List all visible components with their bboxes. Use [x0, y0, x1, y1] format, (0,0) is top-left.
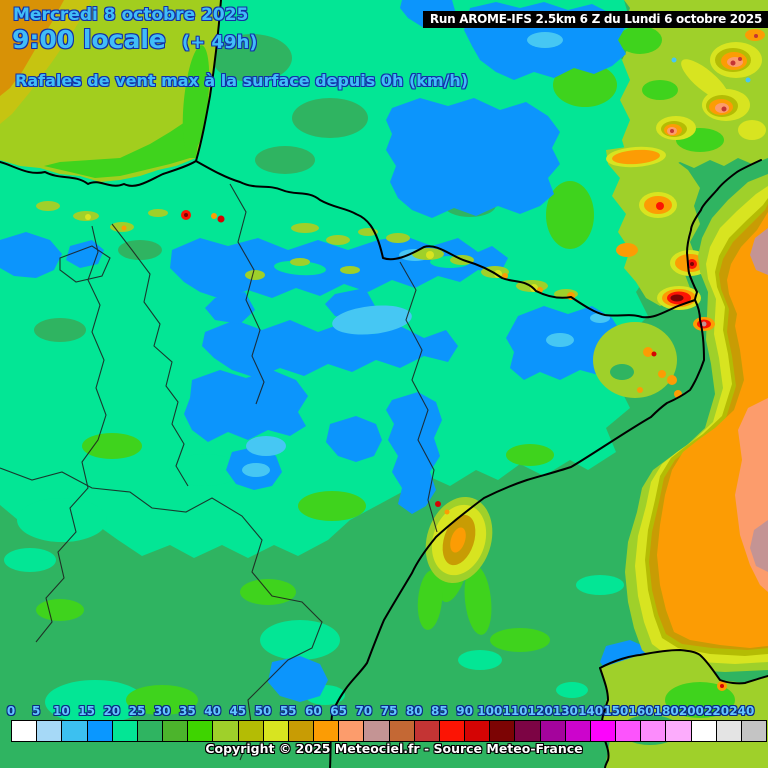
map-parameter-title: Rafales de vent max à la surface depuis …	[15, 71, 469, 90]
forecast-time-row: 9:00 locale (+ 49h)	[12, 25, 258, 54]
copyright-notice: Copyright © 2025 Meteociel.fr - Source M…	[205, 741, 583, 756]
forecast-local-time: 9:00 locale	[12, 25, 166, 54]
forecast-hour-offset: (+ 49h)	[181, 32, 258, 53]
model-run-banner: Run AROME-IFS 2.5km 6 Z du Lundi 6 octob…	[422, 11, 768, 28]
forecast-date: Mercredi 8 octobre 2025	[13, 5, 249, 25]
